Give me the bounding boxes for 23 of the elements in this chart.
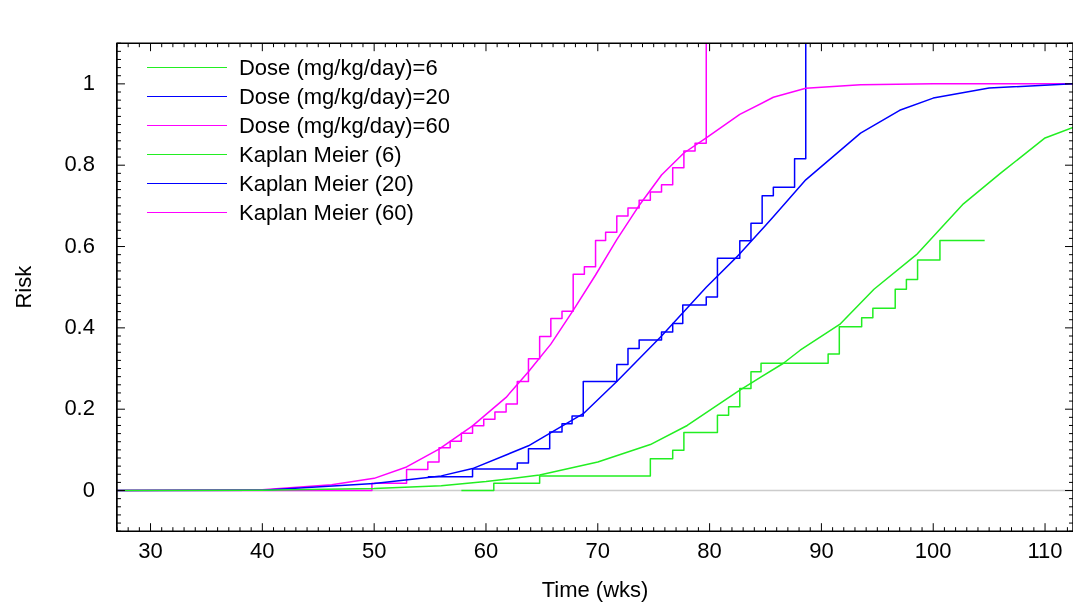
x-tick-label: 50 bbox=[361, 538, 387, 564]
legend-label: Dose (mg/kg/day)=60 bbox=[238, 112, 450, 141]
y-tick-label: 0.8 bbox=[64, 151, 95, 177]
legend-label: Dose (mg/kg/day)=20 bbox=[238, 83, 450, 112]
x-tick-label: 110 bbox=[1027, 538, 1063, 564]
y-tick-label: 1 bbox=[82, 69, 95, 95]
x-tick-label: 30 bbox=[138, 538, 163, 564]
legend-label: Dose (mg/kg/day)=6 bbox=[238, 54, 438, 83]
x-tick-label: 90 bbox=[809, 538, 834, 564]
y-axis-title: Risk bbox=[11, 264, 37, 309]
legend-label: Kaplan Meier (20) bbox=[238, 170, 414, 199]
legend-label: Kaplan Meier (60) bbox=[238, 199, 414, 228]
y-tick-label: 0.2 bbox=[64, 395, 95, 421]
legend-label: Kaplan Meier (6) bbox=[238, 141, 402, 170]
y-tick-label: 0.4 bbox=[64, 313, 95, 339]
x-tick-label: 40 bbox=[250, 538, 275, 564]
x-axis-title: Time (wks) bbox=[541, 576, 649, 602]
x-tick-label: 60 bbox=[473, 538, 499, 564]
x-tick-label: 70 bbox=[585, 538, 611, 564]
y-tick-label: 0 bbox=[82, 476, 95, 502]
x-tick-label: 100 bbox=[914, 538, 952, 564]
x-tick-label: 80 bbox=[697, 538, 722, 564]
y-tick-label: 0.6 bbox=[64, 232, 95, 258]
